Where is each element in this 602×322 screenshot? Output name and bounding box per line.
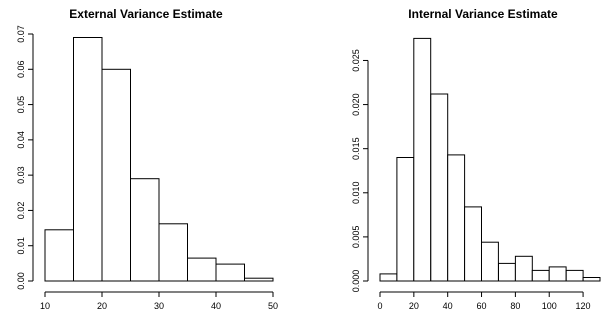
histogram-bar-internal-1 [396,157,415,282]
y-tick-label-internal-0: 0.000 [351,270,361,293]
histogram-bar-internal-4 [447,154,466,282]
y-tick-label-external-7: 0.07 [16,25,26,43]
x-tick-label-external-4: 50 [268,301,278,311]
chart-title-internal: Internal Variance Estimate [408,7,558,21]
y-tick-label-external-4: 0.04 [16,131,26,149]
x-tick-label-external-1: 20 [97,301,107,311]
x-tick-label-external-3: 40 [211,301,221,311]
x-tick-label-internal-6: 120 [576,301,591,311]
y-tick-label-internal-1: 0.005 [351,226,361,249]
x-tick-label-internal-4: 80 [510,301,520,311]
histogram-bar-internal-6 [481,241,499,282]
x-tick-label-internal-3: 60 [477,301,487,311]
x-tick-label-internal-1: 20 [409,301,419,311]
histogram-bar-internal-3 [430,93,449,282]
y-tick-label-internal-5: 0.025 [351,49,361,72]
y-tick-label-external-1: 0.01 [16,237,26,255]
histogram-bar-internal-9 [531,269,550,282]
y-tick-label-internal-3: 0.015 [351,137,361,160]
panel-external-marks: 10 20 30 40 50 0.00 0.01 0.02 0.03 0.04 0.05 0.06 0.… [16,25,278,311]
x-tick-label-external-0: 10 [40,301,50,311]
histogram-bar-external-5 [187,257,217,282]
histogram-bar-internal-8 [514,255,533,282]
histogram-bar-internal-7 [498,262,516,282]
histogram-bar-external-4 [158,223,188,282]
y-tick-label-external-2: 0.02 [16,202,26,220]
panel-external: External Variance Estimate 10 20 30 40 50 0.0… [16,7,278,311]
x-tick-label-external-2: 30 [154,301,164,311]
histogram-bar-external-6 [215,263,245,282]
histogram-bar-internal-5 [464,206,483,282]
x-tick-label-internal-2: 40 [443,301,453,311]
histogram-bar-internal-2 [413,37,432,282]
y-tick-label-external-5: 0.05 [16,96,26,114]
histogram-bar-external-0 [44,229,74,282]
histogram-bar-external-3 [130,178,160,282]
panel-internal: Internal Variance Estimate 0 20 40 60 80 100 1… [351,7,601,311]
chart-title-external: External Variance Estimate [69,7,223,21]
x-tick-label-internal-0: 0 [377,301,382,311]
y-tick-label-internal-4: 0.020 [351,93,361,116]
histogram-bar-internal-12 [582,277,601,282]
y-tick-label-external-6: 0.06 [16,61,26,79]
histogram-bar-external-7 [244,277,274,282]
histogram-bar-internal-11 [565,269,584,282]
y-tick-label-external-0: 0.00 [16,272,26,290]
histogram-bar-external-2 [101,68,131,282]
y-tick-label-internal-2: 0.010 [351,182,361,205]
x-tick-label-internal-5: 100 [542,301,557,311]
histogram-bar-internal-10 [548,266,567,282]
histogram-bar-internal-0 [379,273,398,282]
y-tick-label-external-3: 0.03 [16,166,26,184]
panel-internal-marks: 0 20 40 60 80 100 120 0.000 0.005 0.010 0.015 0.020… [351,37,601,311]
histogram-bar-external-1 [73,37,103,282]
